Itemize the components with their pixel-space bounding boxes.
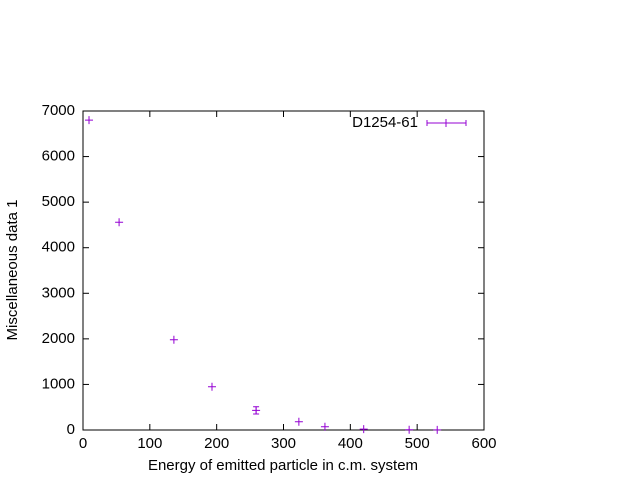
point [115, 218, 124, 227]
y-tick-label: 1000 [42, 375, 75, 392]
plot-frame [82, 110, 485, 431]
legend-sample [426, 119, 467, 127]
y-tick-label: 2000 [42, 330, 75, 347]
y-tick-label: 0 [67, 421, 75, 438]
x-tick-label: 200 [204, 435, 229, 452]
y-tick-label: 3000 [42, 284, 75, 301]
x-tick-label: 600 [471, 435, 496, 452]
y-axis-label: Miscellaneous data 1 [4, 200, 21, 341]
y-tick-label: 5000 [42, 193, 75, 210]
x-tick-label: 100 [137, 435, 162, 452]
y-tick-label: 4000 [42, 239, 75, 256]
x-axis-label: Energy of emitted particle in c.m. syste… [148, 457, 418, 474]
x-tick-label: 500 [405, 435, 430, 452]
x-tick-label: 0 [79, 435, 87, 452]
point [433, 425, 442, 434]
y-tick-label: 7000 [42, 102, 75, 119]
point [207, 382, 216, 391]
point [359, 425, 368, 434]
point [169, 335, 178, 344]
x-tick-label: 300 [271, 435, 296, 452]
error-bar [253, 406, 260, 415]
point [320, 422, 329, 431]
x-tick-label: 400 [338, 435, 363, 452]
y-tick-label: 6000 [42, 148, 75, 165]
point [85, 116, 94, 125]
point [405, 425, 414, 434]
point [294, 417, 303, 426]
legend-label: D1254-61 [352, 114, 418, 131]
